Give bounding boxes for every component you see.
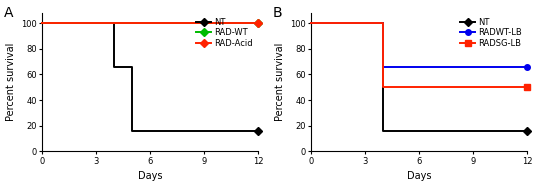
X-axis label: Days: Days [138, 171, 162, 181]
Y-axis label: Percent survival: Percent survival [5, 43, 16, 121]
Y-axis label: Percent survival: Percent survival [274, 43, 285, 121]
Text: A: A [4, 6, 13, 20]
Legend: NT, RADWT-LB, RADSG-LB: NT, RADWT-LB, RADSG-LB [459, 17, 523, 49]
X-axis label: Days: Days [407, 171, 431, 181]
Legend: NT, RAD-WT, RAD-Acid: NT, RAD-WT, RAD-Acid [195, 17, 254, 49]
Text: B: B [273, 6, 282, 20]
